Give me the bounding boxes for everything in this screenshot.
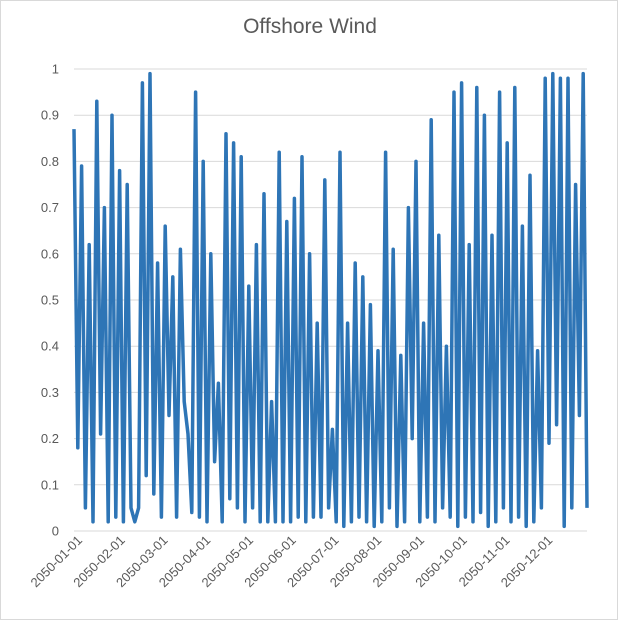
y-tick-label: 0.3	[41, 385, 59, 400]
y-tick-label: 0.4	[41, 339, 59, 354]
series-line	[72, 71, 589, 529]
y-tick-label: 0.5	[41, 293, 59, 308]
y-tick-label: 0.9	[41, 108, 59, 123]
y-tick-label: 1	[52, 62, 59, 77]
y-tick-label: 0	[52, 524, 59, 539]
y-tick-label: 0.6	[41, 246, 59, 261]
y-tick-label: 0.8	[41, 154, 59, 169]
chart-title: Offshore Wind	[243, 15, 377, 38]
y-tick-label: 0.2	[41, 431, 59, 446]
y-tick-label: 0.1	[41, 477, 59, 492]
y-tick-label: 0.7	[41, 200, 59, 215]
